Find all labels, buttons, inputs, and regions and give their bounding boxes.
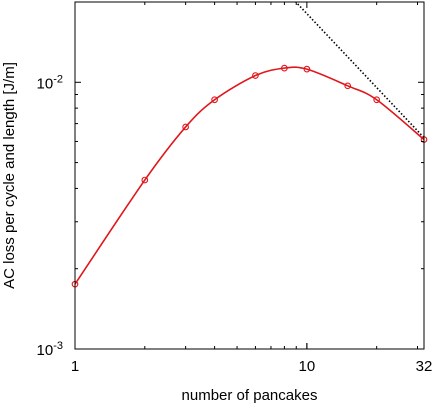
plot-frame [74, 1, 425, 350]
x-tick-label-1: 10 [299, 358, 316, 375]
y-tick-label-0: 10-3 [37, 340, 63, 359]
series-0-point-7 [344, 82, 352, 90]
plot-area [71, 2, 428, 288]
plot-clipped-group [75, 2, 424, 285]
series-0-point-3 [211, 96, 218, 104]
series-0-point-6 [303, 65, 311, 73]
series-0-point-8 [373, 96, 381, 104]
y-tick-label-exponent-0: -3 [53, 340, 63, 352]
x-tick-label-2: 32 [416, 358, 433, 375]
series-1-line [294, 2, 424, 139]
x-tick-label-0: 1 [71, 358, 79, 375]
series-0-point-4 [252, 72, 259, 79]
series-0-line [75, 66, 424, 285]
axes [74, 1, 425, 350]
x-axis-label: number of pancakes [182, 387, 318, 404]
series-0-point-5 [281, 64, 288, 72]
y-tick-label-exponent-1: -2 [53, 73, 63, 85]
y-tick-label-1: 10-2 [37, 73, 63, 92]
y-tick-label-base-0: 10 [37, 342, 54, 359]
y-axis-label: AC loss per cycle and length [J/m] [1, 62, 18, 289]
y-tick-label-base-1: 10 [37, 75, 54, 92]
series-0-point-2 [182, 123, 189, 131]
series-0-point-1 [141, 176, 149, 184]
